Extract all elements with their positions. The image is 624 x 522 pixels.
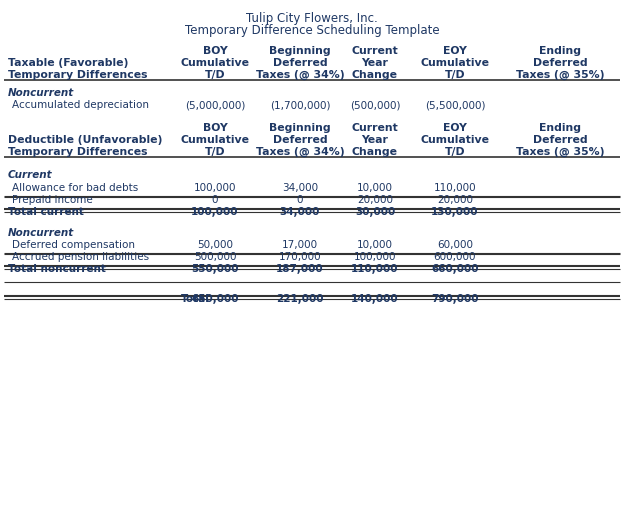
Text: 34,000: 34,000 (280, 207, 320, 217)
Text: Taxes (@ 34%): Taxes (@ 34%) (256, 70, 344, 80)
Text: Beginning: Beginning (269, 46, 331, 56)
Text: Current: Current (352, 46, 398, 56)
Text: Change: Change (352, 147, 398, 157)
Text: 550,000: 550,000 (191, 264, 239, 274)
Text: 187,000: 187,000 (276, 264, 324, 274)
Text: 100,000: 100,000 (193, 183, 236, 193)
Text: Deferred: Deferred (273, 58, 328, 68)
Text: 110,000: 110,000 (351, 264, 399, 274)
Text: Taxes (@ 35%): Taxes (@ 35%) (516, 147, 604, 157)
Text: 100,000: 100,000 (354, 252, 396, 262)
Text: (1,700,000): (1,700,000) (270, 100, 330, 110)
Text: Change: Change (352, 70, 398, 80)
Text: Temporary Differences: Temporary Differences (8, 147, 147, 157)
Text: T/D: T/D (205, 70, 225, 80)
Text: 130,000: 130,000 (431, 207, 479, 217)
Text: 0: 0 (297, 195, 303, 205)
Text: 221,000: 221,000 (276, 294, 324, 304)
Text: T/D: T/D (445, 147, 466, 157)
Text: Deferred: Deferred (273, 135, 328, 145)
Text: Ending: Ending (539, 46, 581, 56)
Text: 60,000: 60,000 (437, 240, 473, 250)
Text: 500,000: 500,000 (193, 252, 236, 262)
Text: 140,000: 140,000 (351, 294, 399, 304)
Text: Deductible (Unfavorable): Deductible (Unfavorable) (8, 135, 162, 145)
Text: Total: Total (181, 294, 210, 304)
Text: Year: Year (361, 58, 388, 68)
Text: Cumulative: Cumulative (421, 135, 489, 145)
Text: Deferred compensation: Deferred compensation (12, 240, 135, 250)
Text: EOY: EOY (443, 123, 467, 133)
Text: Current: Current (352, 123, 398, 133)
Text: Taxes (@ 35%): Taxes (@ 35%) (516, 70, 604, 80)
Text: Deferred: Deferred (533, 58, 587, 68)
Text: 10,000: 10,000 (357, 183, 393, 193)
Text: (5,500,000): (5,500,000) (425, 100, 485, 110)
Text: 30,000: 30,000 (355, 207, 395, 217)
Text: Taxes (@ 34%): Taxes (@ 34%) (256, 147, 344, 157)
Text: T/D: T/D (445, 70, 466, 80)
Text: 20,000: 20,000 (437, 195, 473, 205)
Text: 0: 0 (212, 195, 218, 205)
Text: 790,000: 790,000 (431, 294, 479, 304)
Text: Tulip City Flowers, Inc.: Tulip City Flowers, Inc. (246, 12, 378, 25)
Text: Taxable (Favorable): Taxable (Favorable) (8, 58, 129, 68)
Text: T/D: T/D (205, 147, 225, 157)
Text: Accumulated depreciation: Accumulated depreciation (12, 100, 149, 110)
Text: 600,000: 600,000 (434, 252, 476, 262)
Text: Cumulative: Cumulative (180, 135, 250, 145)
Text: Current: Current (8, 170, 52, 180)
Text: Total noncurrent: Total noncurrent (8, 264, 106, 274)
Text: 170,000: 170,000 (279, 252, 321, 262)
Text: Beginning: Beginning (269, 123, 331, 133)
Text: (500,000): (500,000) (349, 100, 400, 110)
Text: 50,000: 50,000 (197, 240, 233, 250)
Text: 10,000: 10,000 (357, 240, 393, 250)
Text: 650,000: 650,000 (191, 294, 239, 304)
Text: Accrued pension liabilities: Accrued pension liabilities (12, 252, 149, 262)
Text: 20,000: 20,000 (357, 195, 393, 205)
Text: 34,000: 34,000 (282, 183, 318, 193)
Text: 17,000: 17,000 (282, 240, 318, 250)
Text: BOY: BOY (203, 123, 227, 133)
Text: Noncurrent: Noncurrent (8, 228, 74, 238)
Text: Prepaid income: Prepaid income (12, 195, 93, 205)
Text: Temporary Difference Scheduling Template: Temporary Difference Scheduling Template (185, 24, 439, 37)
Text: Noncurrent: Noncurrent (8, 88, 74, 98)
Text: (5,000,000): (5,000,000) (185, 100, 245, 110)
Text: Ending: Ending (539, 123, 581, 133)
Text: 660,000: 660,000 (431, 264, 479, 274)
Text: 100,000: 100,000 (191, 207, 239, 217)
Text: Deferred: Deferred (533, 135, 587, 145)
Text: Cumulative: Cumulative (421, 58, 489, 68)
Text: Total current: Total current (8, 207, 84, 217)
Text: Temporary Differences: Temporary Differences (8, 70, 147, 80)
Text: 110,000: 110,000 (434, 183, 476, 193)
Text: BOY: BOY (203, 46, 227, 56)
Text: Year: Year (361, 135, 388, 145)
Text: Cumulative: Cumulative (180, 58, 250, 68)
Text: Allowance for bad debts: Allowance for bad debts (12, 183, 139, 193)
Text: EOY: EOY (443, 46, 467, 56)
